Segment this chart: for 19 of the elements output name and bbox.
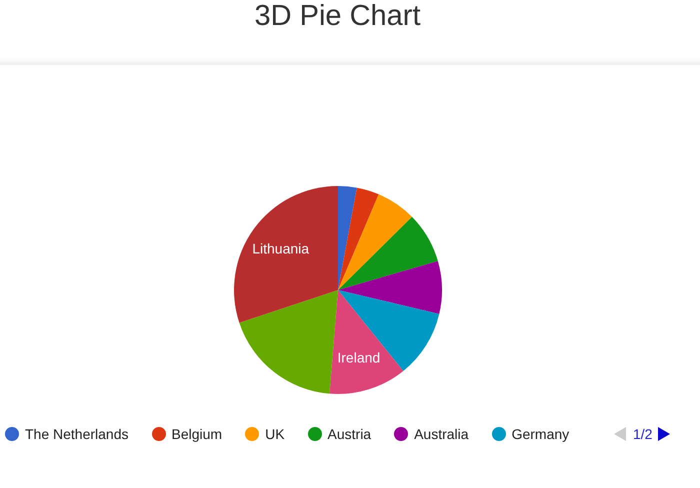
legend-label: Germany	[512, 425, 570, 443]
text: 1/2	[633, 425, 652, 443]
legend-label: Australia	[414, 425, 469, 443]
legend-label: Belgium	[172, 425, 222, 443]
slice-label: Lithuania	[252, 240, 310, 257]
pie-slice	[338, 260, 442, 314]
pie-slice	[338, 216, 438, 290]
legend-label: The Netherlands	[25, 425, 129, 443]
pie-slice	[338, 186, 357, 290]
pie-slice	[330, 290, 404, 394]
pie-slice	[338, 290, 440, 371]
chart-title: 3D Pie Chart	[253, 0, 422, 32]
slice-label: Ireland	[337, 350, 380, 366]
pie-slice	[234, 186, 338, 323]
pie-slice	[239, 290, 338, 394]
pie-slice	[338, 194, 412, 290]
legend-label: UK	[265, 425, 285, 443]
pie-slice	[338, 188, 379, 290]
legend-label: Austria	[328, 425, 372, 443]
